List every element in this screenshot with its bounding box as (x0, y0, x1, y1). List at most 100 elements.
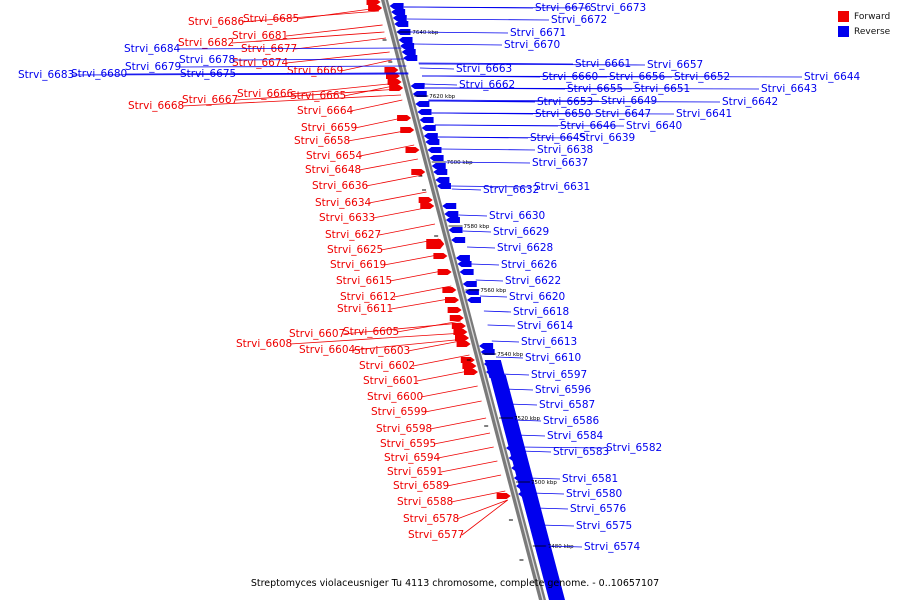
reverse-gene (508, 455, 523, 461)
forward-gene (496, 493, 511, 499)
reverse-gene-label: Strvi_6671 (510, 27, 566, 39)
reverse-gene (403, 55, 418, 61)
reverse-gene (455, 255, 470, 261)
reverse-gene-label: Strvi_6684 (124, 43, 181, 55)
forward-gene-label: Strvi_6604 (299, 344, 356, 356)
forward-leader-line (359, 144, 415, 157)
reverse-gene-label: Strvi_6610 (525, 352, 581, 364)
reverse-gene (392, 15, 407, 21)
forward-leader-line (378, 223, 436, 236)
forward-gene (442, 287, 457, 293)
scale-label: 7560 kbp (480, 288, 506, 294)
forward-gene-label: Strvi_6615 (336, 275, 392, 287)
reverse-leader-line (71, 73, 409, 76)
forward-gene-label: Strvi_6599 (371, 406, 427, 418)
forward-swatch (838, 11, 849, 22)
reverse-leader-line (535, 507, 569, 510)
reverse-gene-label: Strvi_6663 (456, 63, 512, 75)
reverse-gene (415, 101, 430, 107)
reverse-gene-label: Strvi_6632 (483, 184, 539, 196)
forward-gene (463, 369, 478, 375)
reverse-swatch (838, 26, 849, 37)
reverse-leader-line (531, 492, 565, 495)
forward-gene-label: Strvi_6591 (387, 466, 443, 478)
legend-item-reverse: Reverse (838, 24, 890, 39)
forward-leader-line (289, 332, 464, 345)
reverse-leader-line (418, 62, 574, 65)
reverse-leader-line (441, 148, 536, 151)
forward-gene-label: Strvi_6666 (237, 88, 294, 100)
reverse-gene-label: Strvi_6626 (501, 259, 558, 271)
reverse-gene-label: Strvi_6644 (804, 71, 861, 83)
forward-gene-label: Strvi_6595 (380, 438, 436, 450)
reverse-gene-label: Strvi_6575 (576, 520, 632, 532)
reverse-gene (505, 445, 520, 451)
forward-gene-label: Strvi_6598 (376, 423, 432, 435)
forward-leader-line (285, 51, 390, 64)
forward-gene-label: Strvi_6686 (188, 16, 245, 28)
reverse-gene-label: Strvi_6639 (579, 132, 635, 144)
forward-leader-line (389, 269, 448, 282)
reverse-leader-line (527, 477, 561, 480)
forward-leader-line (380, 238, 440, 251)
forward-leader-line (340, 59, 392, 72)
forward-gene (418, 197, 433, 203)
forward-gene (447, 307, 462, 313)
reverse-leader-line (425, 87, 760, 90)
reverse-gene-label: Strvi_6661 (575, 58, 631, 70)
reverse-leader-line (232, 58, 405, 61)
forward-leader-line (365, 174, 423, 187)
forward-gene (426, 239, 445, 249)
reverse-gene-label: Strvi_6618 (513, 306, 569, 318)
reverse-leader-line (428, 99, 600, 102)
forward-leader-line (461, 499, 508, 536)
forward-gene (405, 147, 420, 153)
reverse-leader-line (504, 388, 534, 391)
forward-gene-label: Strvi_6633 (319, 212, 375, 224)
reverse-leader-line (508, 403, 538, 406)
reverse-gene-label: Strvi_6584 (547, 430, 604, 442)
forward-gene-label: Strvi_6577 (408, 529, 464, 541)
reverse-gene-label: Strvi_6622 (505, 275, 561, 287)
reverse-leader-line (418, 63, 646, 66)
forward-leader-line (393, 285, 452, 298)
reverse-gene (425, 139, 440, 145)
forward-gene-label: Strvi_6619 (330, 259, 386, 271)
reverse-leader-line (410, 31, 509, 34)
forward-gene (400, 127, 415, 133)
reverse-gene-label: Strvi_6673 (590, 2, 646, 14)
reverse-gene-label: Strvi_6642 (722, 96, 778, 108)
forward-gene (384, 67, 399, 73)
reverse-leader-line (520, 450, 552, 453)
reverse-gene (400, 43, 415, 49)
reverse-gene-label: Strvi_6631 (534, 181, 590, 193)
reverse-gene (448, 227, 463, 233)
forward-gene-label: Strvi_6667 (182, 94, 238, 106)
reverse-leader-line (516, 434, 546, 437)
reverse-gene-label: Strvi_6628 (497, 242, 553, 254)
reverse-gene (398, 37, 413, 43)
forward-leader-line (440, 460, 498, 473)
forward-gene (366, 0, 381, 5)
reverse-gene (436, 183, 451, 189)
reverse-gene (427, 147, 442, 153)
forward-leader-line (181, 94, 402, 107)
reverse-leader-line (451, 188, 482, 191)
reverse-leader-line (487, 324, 516, 327)
forward-gene (386, 73, 401, 79)
reverse-gene (515, 483, 530, 489)
reverse-gene-label: Strvi_6679 (125, 61, 181, 73)
reverse-leader-line (428, 100, 721, 103)
forward-leader-line (429, 417, 487, 430)
reverse-gene (464, 289, 479, 295)
reverse-leader-line (419, 67, 455, 70)
forward-leader-line (343, 84, 399, 97)
reverse-leader-line (512, 419, 542, 422)
forward-gene-label: Strvi_6685 (243, 13, 299, 25)
chromosome-highlight (384, 0, 544, 600)
forward-leader-line (358, 158, 418, 171)
reverse-gene (451, 237, 466, 243)
forward-gene-label: Strvi_6608 (236, 338, 292, 350)
forward-gene (453, 329, 468, 335)
